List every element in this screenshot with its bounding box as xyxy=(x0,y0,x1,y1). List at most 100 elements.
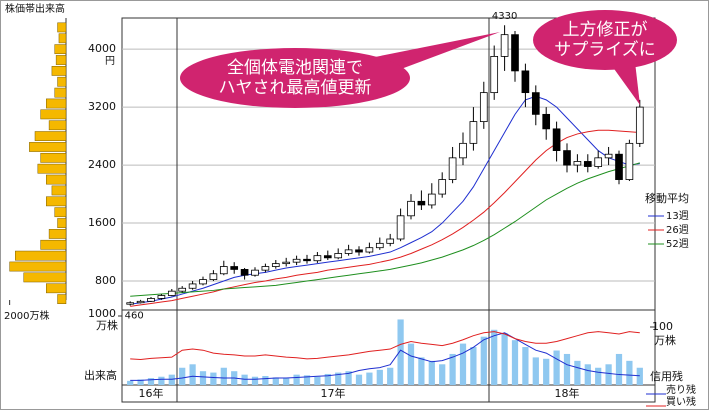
legend-label: 13週 xyxy=(666,210,689,222)
candle-body xyxy=(459,142,467,159)
ma-line xyxy=(130,162,640,297)
volume-bar xyxy=(511,340,519,385)
y-tick-label: 4000 xyxy=(88,42,116,55)
profile-bar xyxy=(46,98,67,109)
profile-bar xyxy=(40,152,67,163)
high-label: 4330 xyxy=(492,11,517,22)
candle-body xyxy=(261,266,270,271)
volume-bar xyxy=(532,357,539,385)
volume-bar xyxy=(168,374,175,385)
candle-body xyxy=(573,161,582,166)
profile-bar xyxy=(54,207,67,218)
volume-bar xyxy=(293,374,300,385)
volume-bar xyxy=(480,336,487,385)
legend-label: 26週 xyxy=(666,224,689,236)
volume-bar xyxy=(158,376,165,385)
volume-bar xyxy=(407,343,415,385)
candle-body xyxy=(136,300,145,304)
profile-tick-label: 2000万株 xyxy=(4,309,49,322)
volume-bar xyxy=(543,358,550,385)
credit-unit: 万株 xyxy=(654,333,676,347)
profile-bar xyxy=(40,239,67,250)
candle-body xyxy=(448,157,457,180)
candle-body xyxy=(251,269,259,276)
volume-bar xyxy=(189,364,196,385)
legend-label: 買い残 xyxy=(666,395,696,408)
candle-body xyxy=(126,302,135,305)
candle-body xyxy=(479,92,488,123)
callout-pointer xyxy=(612,62,640,105)
volume-bar xyxy=(376,369,383,385)
candle-body xyxy=(313,255,322,262)
volume-bar xyxy=(127,380,134,385)
volume-title: 出来高 xyxy=(84,368,117,382)
candle-body xyxy=(407,200,415,217)
volume-bar xyxy=(439,364,446,385)
candle-body xyxy=(625,142,634,180)
candle-body xyxy=(178,287,187,292)
volume-bar xyxy=(595,367,602,385)
volume-bar xyxy=(366,372,373,385)
plot-frame xyxy=(121,17,656,403)
volume-bar xyxy=(449,353,456,385)
candle-body xyxy=(396,215,405,240)
candle-body xyxy=(583,161,592,167)
profile-bar xyxy=(54,44,67,55)
candle-body xyxy=(199,279,207,285)
volume-bar xyxy=(387,367,394,385)
volume-bar xyxy=(220,367,227,385)
profile-bar xyxy=(40,109,67,120)
candle-body xyxy=(386,238,395,244)
profile-bar xyxy=(46,283,67,294)
candle-body xyxy=(271,263,280,267)
volume-bar xyxy=(283,378,290,385)
volume-bar xyxy=(418,357,425,385)
volume-bar xyxy=(251,376,259,385)
candle-body xyxy=(604,153,613,159)
callout-text: ハヤされ最高値更新 xyxy=(219,78,372,98)
profile-bar xyxy=(37,163,67,174)
low-label: 460 xyxy=(125,311,144,322)
volume-bar xyxy=(199,371,207,385)
volume-bar xyxy=(303,375,311,385)
volume-bar xyxy=(210,372,217,385)
credit-line xyxy=(130,331,640,360)
candle-body xyxy=(292,258,301,263)
profile-bar xyxy=(55,55,67,65)
volume-bar xyxy=(397,319,404,385)
callout-text: サプライズに xyxy=(554,40,656,60)
volume-bar xyxy=(574,360,581,385)
volume-bar xyxy=(553,350,560,385)
candle-body xyxy=(511,34,519,72)
ma-legend-title: 移動平均 xyxy=(645,191,689,205)
volume-bar xyxy=(272,377,279,385)
x-section-label: 17年 xyxy=(321,386,346,400)
profile-bar xyxy=(48,229,67,239)
profile-bar xyxy=(46,174,67,185)
candle-body xyxy=(355,249,363,253)
volume-bar xyxy=(314,376,321,385)
y-tick-label: 3200 xyxy=(88,100,116,113)
candle-body xyxy=(563,150,571,166)
candle-body xyxy=(417,200,426,206)
volume-bar xyxy=(605,364,612,385)
candle-body xyxy=(209,273,218,280)
candle-body xyxy=(167,290,176,296)
candle-body xyxy=(552,128,561,151)
candle-body xyxy=(303,258,311,262)
candle-body xyxy=(365,247,374,253)
candle-body xyxy=(542,113,551,130)
candle-body xyxy=(323,255,332,259)
volume-bar xyxy=(137,379,144,385)
volume-bar xyxy=(179,367,186,385)
legend-label: 52週 xyxy=(666,238,689,250)
volume-bar xyxy=(522,347,529,385)
callout xyxy=(533,10,677,70)
profile-bar xyxy=(58,33,67,44)
legend-label: 売り残 xyxy=(666,383,696,396)
candle-body xyxy=(282,261,291,265)
callout xyxy=(180,48,410,108)
profile-bar xyxy=(15,250,67,261)
y-tick-label: 800 xyxy=(95,274,116,287)
